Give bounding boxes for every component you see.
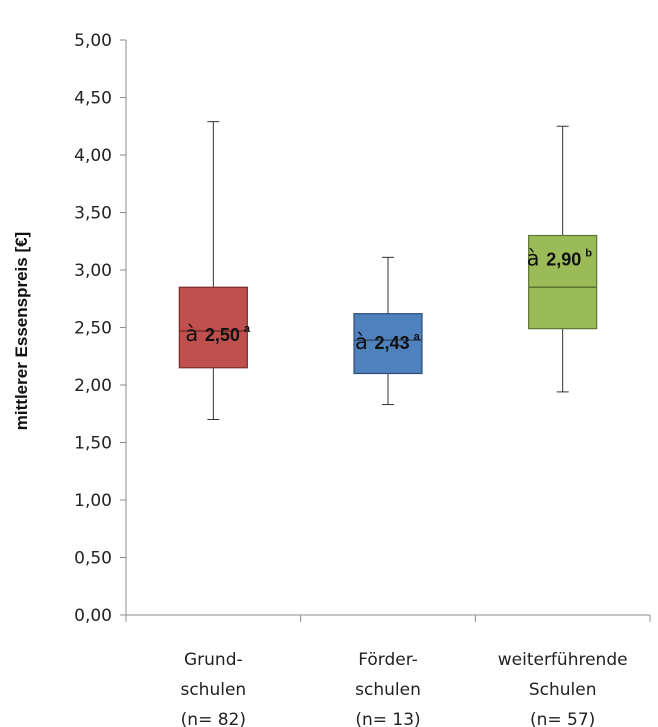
y-tick-label: 1,50 [74,434,112,454]
mean-annotation: à 2,50 a [185,322,251,346]
y-tick-label: 5,00 [74,31,112,51]
mean-annotation: à 2,90 b [527,246,593,270]
y-axis-label: mittlerer Essenspreis [€] [12,232,31,430]
mean-annotation-arrow: à [527,246,547,270]
category-label: schulen [355,680,421,700]
mean-annotation-arrow: à [355,330,375,354]
mean-annotation-superscript: b [585,247,592,259]
iqr-box [528,234,598,330]
category-label: Schulen [529,680,597,700]
mean-annotation-value: 2,43 [375,333,410,353]
y-tick-label: 2,50 [74,319,112,339]
y-tick-label: 3,50 [74,204,112,224]
mean-annotation-superscript: a [244,323,251,335]
y-tick-label: 3,00 [74,261,112,281]
category-label: Förder- [358,650,418,670]
mean-annotation: à 2,43 a [355,330,421,354]
iqr-box [178,286,248,369]
category-label: (n= 13) [355,710,420,727]
y-tick-label: 1,00 [74,491,112,511]
y-axis: 0,00 0,50 1,00 1,50 2,00 2,50 3,00 3,50 4,00 4,50… [74,31,127,626]
category-label: weiterführende [498,650,628,670]
category-label: (n= 57) [530,710,595,727]
category-label: schulen [180,680,246,700]
box-2: à 2,43 a [353,256,423,406]
y-tick-label: 4,00 [74,146,112,166]
category-label: (n= 82) [181,710,246,727]
box-1: à 2,50 a [178,121,251,420]
x-axis: Grund-schulen (n= 82) Förder-schulen (n= 13… [125,614,651,727]
y-tick-label: 0,00 [74,606,112,626]
y-tick-label: 2,00 [74,376,112,396]
category-label: Grund- [184,650,243,670]
y-tick-label: 4,50 [74,89,112,109]
boxes: à 2,50 a à 2,43 a à 2,90 b [178,121,598,420]
mean-annotation-value: 2,90 [546,249,581,269]
box-3: à 2,90 b [527,125,598,393]
mean-annotation-arrow: à [185,322,205,346]
iqr-box [353,313,423,375]
mean-annotation-superscript: a [414,331,421,343]
mean-annotation-value: 2,50 [205,325,240,345]
y-tick-label: 0,50 [74,549,112,569]
